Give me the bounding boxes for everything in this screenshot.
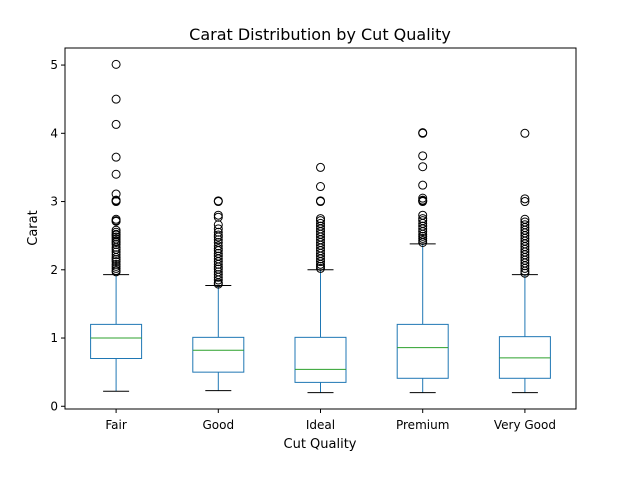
- outlier-point: [418, 151, 428, 161]
- outlier-point: [111, 257, 121, 267]
- outlier-point: [316, 261, 325, 271]
- outlier-point: [418, 197, 428, 207]
- outlier-point: [111, 250, 121, 260]
- y-tick-label: 5: [50, 58, 58, 72]
- outlier-point: [111, 169, 121, 179]
- chart-title: Carat Distribution by Cut Quality: [189, 25, 451, 44]
- y-axis-label: Carat: [26, 210, 41, 245]
- outlier-point: [418, 128, 428, 138]
- box-fair: [90, 323, 143, 360]
- box-good: [192, 336, 245, 373]
- outlier-point: [213, 272, 223, 282]
- y-tick-label: 1: [50, 331, 58, 345]
- outlier-point: [213, 235, 223, 245]
- outlier-point: [418, 180, 428, 190]
- y-tick-label: 0: [50, 399, 58, 413]
- outlier-point: [213, 212, 223, 222]
- outlier-point: [520, 197, 530, 207]
- outlier-point: [111, 197, 121, 207]
- plot-area: 0 1 2 3 4 5 Fair Good Ideal Premium Very Good: [50, 58, 556, 432]
- y-tick-label: 4: [50, 126, 58, 140]
- outlier-point: [316, 182, 325, 192]
- outlier-point: [418, 162, 428, 172]
- outlier-point: [520, 128, 530, 138]
- box-premium: [396, 323, 449, 379]
- x-tick-label: Very Good: [494, 418, 556, 432]
- x-axis-label: Cut Quality: [284, 437, 357, 452]
- outlier-point: [316, 263, 325, 273]
- x-tick-label: Fair: [105, 418, 126, 432]
- outlier-point: [316, 162, 325, 172]
- outlier-point: [213, 232, 223, 242]
- x-tick-label: Good: [202, 418, 234, 432]
- outlier-point: [316, 214, 325, 224]
- x-tick-label: Ideal: [306, 418, 335, 432]
- box-ideal: [294, 336, 347, 383]
- outlier-point: [520, 268, 530, 278]
- outlier-point: [111, 216, 121, 226]
- outlier-point: [520, 194, 530, 204]
- outlier-point: [111, 152, 121, 162]
- outlier-point: [418, 237, 428, 247]
- outlier-point: [111, 94, 121, 104]
- outlier-point: [213, 279, 223, 289]
- y-tick-label: 3: [50, 195, 58, 209]
- outlier-point: [213, 210, 223, 220]
- outlier-point: [111, 267, 121, 277]
- outlier-point: [520, 263, 530, 273]
- x-tick-label: Premium: [396, 418, 449, 432]
- axes-frame: [64, 47, 577, 410]
- outlier-point: [213, 197, 223, 207]
- outlier-point: [316, 257, 325, 267]
- outlier-point: [111, 119, 121, 129]
- outlier-point: [316, 197, 325, 207]
- outlier-point: [213, 275, 223, 285]
- outlier-point: [418, 227, 428, 237]
- y-tick-label: 2: [50, 263, 58, 277]
- outlier-point: [111, 59, 121, 69]
